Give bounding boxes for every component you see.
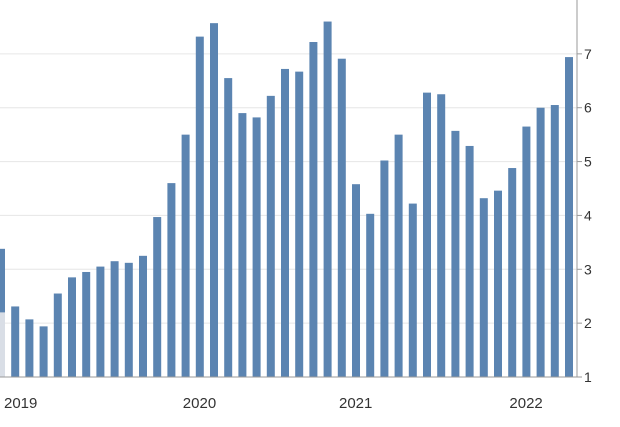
bar bbox=[153, 217, 162, 377]
y-tick-label: 5 bbox=[584, 154, 592, 170]
y-tick-label: 4 bbox=[584, 207, 592, 223]
bar bbox=[394, 134, 403, 377]
bar bbox=[536, 107, 545, 377]
bar bbox=[479, 198, 488, 377]
bar bbox=[451, 130, 460, 377]
y-tick-label: 1 bbox=[584, 369, 592, 385]
bar bbox=[224, 78, 233, 377]
bar bbox=[565, 57, 573, 378]
y-tick-label: 6 bbox=[584, 100, 592, 116]
bar bbox=[366, 213, 375, 377]
x-tick-label: 2021 bbox=[339, 395, 372, 412]
bar bbox=[295, 71, 304, 377]
bar bbox=[96, 266, 105, 377]
bar bbox=[508, 168, 517, 377]
x-tick-label: 2020 bbox=[183, 395, 216, 412]
bar bbox=[408, 203, 417, 377]
bar bbox=[124, 262, 133, 377]
bar bbox=[238, 113, 247, 377]
bar bbox=[309, 42, 318, 377]
bar bbox=[522, 126, 531, 377]
bar bbox=[82, 271, 91, 377]
bar bbox=[53, 293, 62, 377]
bar bbox=[110, 261, 119, 377]
bar bbox=[437, 94, 446, 377]
bar-highlight bbox=[0, 312, 5, 377]
bar bbox=[11, 306, 20, 377]
bar bbox=[266, 95, 275, 377]
bar bbox=[167, 183, 176, 377]
bar bbox=[281, 68, 289, 378]
bar bbox=[39, 326, 48, 377]
bar bbox=[210, 23, 218, 378]
bar bbox=[550, 105, 559, 378]
bar bbox=[25, 319, 34, 377]
bar bbox=[68, 277, 76, 377]
bar bbox=[465, 145, 474, 377]
bar bbox=[195, 36, 204, 377]
bar bbox=[352, 184, 360, 377]
x-tick-label: 2019 bbox=[4, 395, 37, 412]
bar bbox=[139, 255, 147, 377]
bar bbox=[181, 134, 190, 377]
bar bbox=[252, 117, 261, 377]
bar bbox=[337, 58, 346, 377]
bar bbox=[494, 190, 502, 377]
y-tick-label: 2 bbox=[584, 315, 592, 331]
bar bbox=[423, 92, 431, 378]
x-tick-label: 2022 bbox=[509, 395, 542, 412]
y-tick-label: 7 bbox=[584, 46, 592, 62]
bar bbox=[323, 21, 332, 378]
y-tick-label: 3 bbox=[584, 261, 592, 277]
bar bbox=[380, 160, 389, 377]
